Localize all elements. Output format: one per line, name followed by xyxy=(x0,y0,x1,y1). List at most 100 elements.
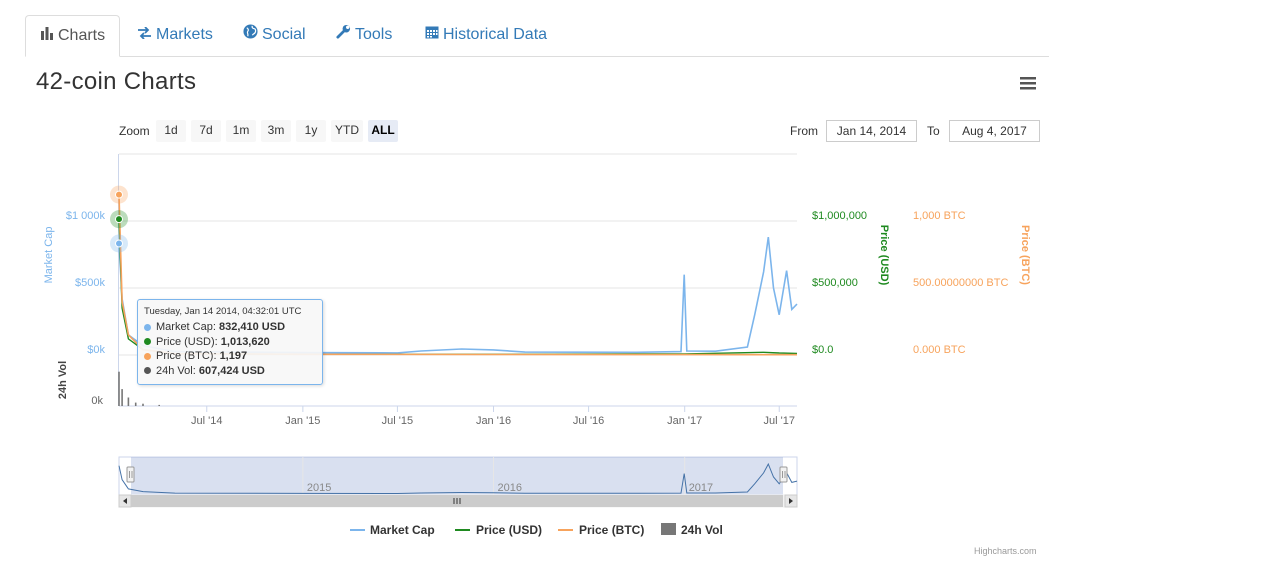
navigator-left-handle[interactable] xyxy=(126,466,135,483)
navigator-year-label: 2017 xyxy=(689,482,713,494)
tab-tools[interactable]: Tools xyxy=(336,15,392,56)
tab-social[interactable]: Social xyxy=(243,15,306,56)
navigator-selection xyxy=(131,457,783,495)
calendar-icon xyxy=(425,15,439,55)
usd-tick-label: $500,000 xyxy=(812,277,858,289)
globe-icon xyxy=(243,15,258,55)
volume-axis-title: 24h Vol xyxy=(57,361,69,399)
y-tick-label: $1 000k xyxy=(66,210,106,222)
navigator-year-label: 2016 xyxy=(498,482,522,494)
tab-label: Charts xyxy=(58,27,106,45)
price-btc-marker xyxy=(115,190,123,199)
scroll-left-button[interactable] xyxy=(118,494,132,508)
volume-bar xyxy=(134,402,137,406)
y-tick-label: $0k xyxy=(87,344,105,356)
legend-item-price-btc[interactable]: Price (BTC) xyxy=(579,523,644,537)
tooltip-row: Price (USD): 1,013,620 xyxy=(144,335,316,350)
x-tick-label: Jul '15 xyxy=(382,415,413,427)
arrow-left-icon xyxy=(123,498,127,504)
volume-bar xyxy=(127,397,130,406)
volume-bar xyxy=(118,371,120,406)
series-dot xyxy=(144,338,151,346)
zoom-ytd-button[interactable]: YTD xyxy=(331,120,363,142)
navigator-frame xyxy=(118,456,798,496)
tooltip-value: 1,197 xyxy=(219,350,248,362)
zoom-1m-button[interactable]: 1m xyxy=(226,120,256,142)
y-tick-label: $500k xyxy=(75,277,105,289)
wrench-icon xyxy=(336,15,351,55)
tab-label: Markets xyxy=(156,26,213,44)
tooltip-row: 24h Vol: 607,424 USD xyxy=(144,364,316,379)
market-cap-marker-halo xyxy=(110,234,128,253)
x-tick-label: Jan '15 xyxy=(285,415,320,427)
series-dot xyxy=(144,367,151,375)
zoom-label: Zoom xyxy=(119,124,150,138)
tab-label: Historical Data xyxy=(443,26,548,44)
series-dot xyxy=(144,323,151,331)
hamburger-menu-icon xyxy=(1020,77,1036,90)
btc-tick-label: 1,000 BTC xyxy=(913,210,966,222)
tooltip-value: 832,410 USD xyxy=(218,321,286,333)
legend-symbol xyxy=(661,523,676,535)
chart-menu-button[interactable] xyxy=(1018,74,1040,92)
tab-label: Tools xyxy=(355,26,393,44)
zoom-7d-button[interactable]: 7d xyxy=(191,120,221,142)
volume-tick-label: 0k xyxy=(91,395,103,407)
market-cap-marker xyxy=(115,239,123,248)
bar-chart-icon xyxy=(40,16,54,56)
market-cap-axis-title: Market Cap xyxy=(43,227,55,284)
tooltip-header: Tuesday, Jan 14 2014, 04:32:01 UTC xyxy=(144,306,302,317)
zoom-1d-button[interactable]: 1d xyxy=(156,120,186,142)
tab-label: Social xyxy=(262,26,306,44)
legend-item-price-usd[interactable]: Price (USD) xyxy=(476,523,542,537)
btc-tick-label: 500.00000000 BTC xyxy=(913,277,1008,289)
price-btc-axis-title: Price (BTC) xyxy=(1019,225,1031,285)
from-date-input[interactable] xyxy=(826,120,917,142)
tooltip-value: 1,013,620 xyxy=(220,335,270,348)
tooltip-label: Market Cap: xyxy=(156,321,219,333)
chart-tooltip: Tuesday, Jan 14 2014, 04:32:01 UTC Marke… xyxy=(137,299,323,385)
from-label: From xyxy=(790,124,818,138)
price-btc-marker-halo xyxy=(110,185,128,204)
price-usd-axis-title: Price (USD) xyxy=(878,225,890,286)
navigator-series-line xyxy=(118,462,798,495)
page-title: 42-coin Charts xyxy=(36,68,197,95)
usd-tick-label: $1,000,000 xyxy=(812,210,867,222)
x-tick-label: Jan '16 xyxy=(476,415,511,427)
volume-bar xyxy=(121,389,123,406)
x-tick-label: Jan '17 xyxy=(667,415,702,427)
tab-historical-data[interactable]: Historical Data xyxy=(425,15,547,56)
x-tick-label: Jul '17 xyxy=(764,415,795,427)
tab-charts[interactable]: Charts xyxy=(25,15,120,57)
scrollbar-track[interactable] xyxy=(118,494,798,508)
zoom-all-button[interactable]: ALL xyxy=(368,120,398,142)
x-tick-label: Jul '16 xyxy=(573,415,604,427)
navigator-right-handle[interactable] xyxy=(779,466,788,483)
btc-tick-label: 0.000 BTC xyxy=(913,344,966,356)
navigator-year-label: 2015 xyxy=(307,482,331,494)
price-usd-marker xyxy=(115,215,123,224)
price-usd-marker-halo xyxy=(110,210,128,229)
zoom-1y-button[interactable]: 1y xyxy=(296,120,326,142)
to-date-input[interactable] xyxy=(949,120,1040,142)
scroll-right-button[interactable] xyxy=(784,494,798,508)
tab-bar: Charts Markets Social Tools Historical D… xyxy=(25,15,1049,57)
volume-bar xyxy=(142,403,144,406)
series-dot xyxy=(144,352,151,360)
tooltip-row: Price (BTC): 1,197 xyxy=(144,349,316,364)
tab-markets[interactable]: Markets xyxy=(137,15,213,56)
zoom-3m-button[interactable]: 3m xyxy=(261,120,291,142)
tooltip-label: Price (USD): xyxy=(156,335,221,348)
highcharts-credit[interactable]: Highcharts.com xyxy=(974,546,1037,556)
arrow-right-icon xyxy=(789,498,793,504)
x-tick-label: Jul '14 xyxy=(191,415,222,427)
tooltip-row: Market Cap: 832,410 USD xyxy=(144,320,316,335)
exchange-arrows-icon xyxy=(137,15,152,55)
tooltip-value: 607,424 USD xyxy=(198,364,265,377)
to-label: To xyxy=(927,124,940,138)
volume-bar xyxy=(158,404,160,406)
scrollbar-thumb[interactable] xyxy=(131,495,783,507)
legend-item-market-cap[interactable]: Market Cap xyxy=(370,523,435,537)
legend-item-24h-vol[interactable]: 24h Vol xyxy=(681,523,723,537)
tooltip-label: 24h Vol: xyxy=(156,364,199,377)
